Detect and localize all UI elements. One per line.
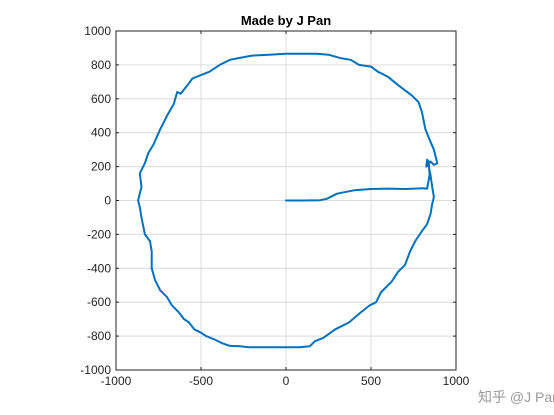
series-line-0 xyxy=(137,52,439,349)
y-tick-label-8: 600 xyxy=(91,92,111,106)
y-tick-label-7: 400 xyxy=(91,126,111,140)
chart-title: Made by J Pan xyxy=(241,13,331,28)
y-tick-label-3: -400 xyxy=(87,261,111,275)
x-tick-label-0: -1000 xyxy=(101,374,132,388)
series-layer xyxy=(137,52,439,349)
x-tick-label-4: 1000 xyxy=(443,374,470,388)
y-tick-label-1: -800 xyxy=(87,329,111,343)
y-tick-label-4: -200 xyxy=(87,227,111,241)
y-tick-label-6: 200 xyxy=(91,160,111,174)
x-tick-label-3: 500 xyxy=(361,374,381,388)
y-tick-label-2: -600 xyxy=(87,295,111,309)
y-tick-label-10: 1000 xyxy=(84,24,111,38)
x-tick-label-2: 0 xyxy=(283,374,290,388)
x-tick-label-1: -500 xyxy=(189,374,213,388)
y-tick-label-0: -1000 xyxy=(80,363,111,377)
tick-layer: -1000 -500 0 500 1000 -1000 -800 -600 -400 -200 0 2… xyxy=(80,24,469,388)
y-tick-label-9: 800 xyxy=(91,58,111,72)
y-tick-label-5: 0 xyxy=(104,194,111,208)
watermark: 知乎 @J Pan xyxy=(478,389,554,405)
